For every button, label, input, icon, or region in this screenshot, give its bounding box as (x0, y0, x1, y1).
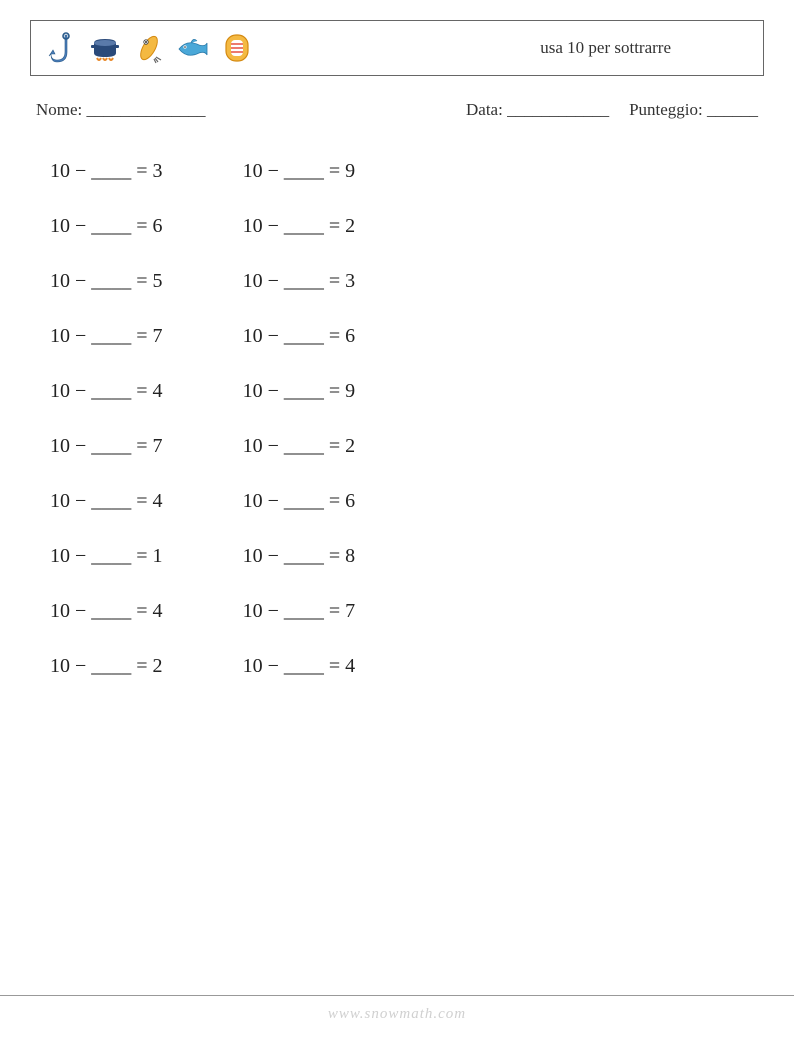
problem-item: 10 − ____ = 3 (50, 160, 163, 183)
header-box: usa 10 per sottrarre (30, 20, 764, 76)
problems-area: 10 − ____ = 3 10 − ____ = 6 10 − ____ = 5 1… (30, 160, 764, 678)
footer-url: www.snowmath.com (328, 1006, 466, 1022)
problems-col-2: 10 − ____ = 9 10 − ____ = 2 10 − ____ = 3 1… (243, 160, 356, 678)
problem-item: 10 − ____ = 9 (243, 160, 356, 183)
problem-item: 10 − ____ = 7 (50, 325, 163, 348)
info-row: Nome: ______________ Data: ____________ … (30, 100, 764, 120)
score-field: Punteggio: ______ (629, 100, 758, 120)
problem-item: 10 − ____ = 4 (50, 600, 163, 623)
problem-item: 10 − ____ = 2 (243, 215, 356, 238)
problem-item: 10 − ____ = 4 (243, 655, 356, 678)
problems-col-1: 10 − ____ = 3 10 − ____ = 6 10 − ____ = 5 1… (50, 160, 163, 678)
problem-item: 10 − ____ = 6 (243, 325, 356, 348)
worksheet-title: usa 10 per sottrarre (540, 38, 671, 58)
date-field: Data: ____________ (466, 100, 609, 120)
problem-item: 10 − ____ = 1 (50, 545, 163, 568)
problem-item: 10 − ____ = 4 (50, 380, 163, 403)
problem-item: 10 − ____ = 3 (243, 270, 356, 293)
lure-icon (131, 30, 167, 66)
problem-item: 10 − ____ = 2 (50, 655, 163, 678)
problem-item: 10 − ____ = 4 (50, 490, 163, 513)
problem-item: 10 − ____ = 7 (50, 435, 163, 458)
problem-item: 10 − ____ = 7 (243, 600, 356, 623)
footer: www.snowmath.com (0, 995, 794, 1023)
problem-item: 10 − ____ = 6 (50, 215, 163, 238)
problem-item: 10 − ____ = 9 (243, 380, 356, 403)
pot-icon (87, 30, 123, 66)
icons-row (43, 30, 255, 66)
problem-item: 10 − ____ = 8 (243, 545, 356, 568)
raft-icon (219, 30, 255, 66)
problem-item: 10 − ____ = 5 (50, 270, 163, 293)
fish-icon (175, 30, 211, 66)
problem-item: 10 − ____ = 2 (243, 435, 356, 458)
name-field: Nome: ______________ (36, 100, 206, 120)
problem-item: 10 − ____ = 6 (243, 490, 356, 513)
hook-icon (43, 30, 79, 66)
